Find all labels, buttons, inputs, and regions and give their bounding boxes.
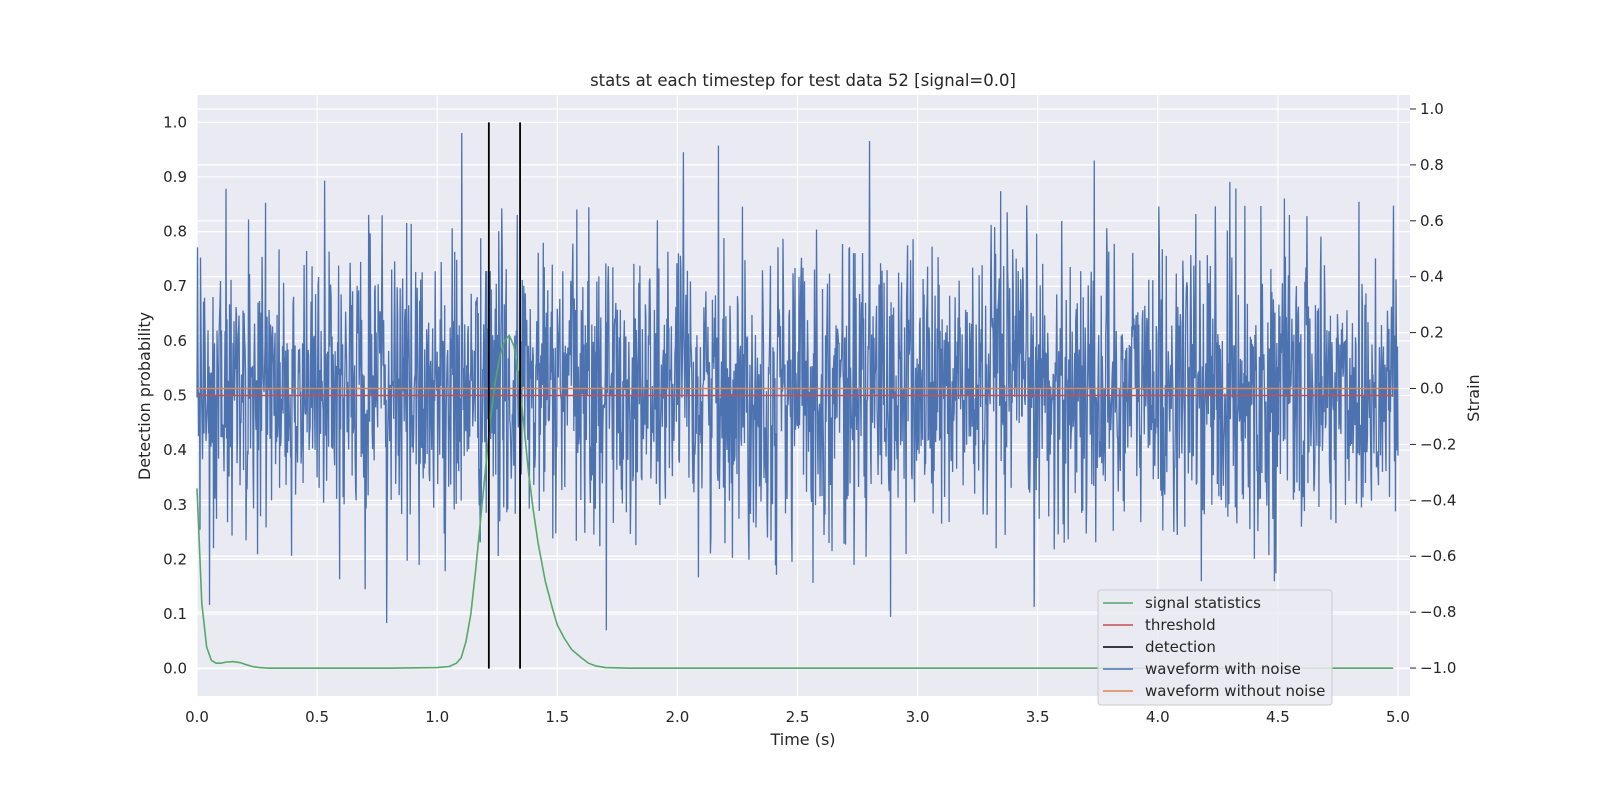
legend-label-threshold: threshold: [1145, 616, 1216, 634]
x-tick-label: 4.5: [1266, 708, 1290, 726]
series-layer: [196, 122, 1399, 669]
y-tick-label-left: 0.7: [163, 277, 187, 295]
x-tick-label: 1.0: [425, 708, 449, 726]
series-waveform-with-noise: [196, 132, 1399, 631]
y-tick-label-right: −0.6: [1420, 547, 1456, 565]
y-tick-label-right: 1.0: [1420, 100, 1444, 118]
legend: signal statistics threshold detection wa…: [1097, 589, 1333, 706]
y-axis-label-right: Strain: [1464, 374, 1483, 421]
x-tick-label: 2.5: [786, 708, 810, 726]
y-tick-label-left: 0.1: [163, 605, 187, 623]
legend-label-detection: detection: [1145, 638, 1216, 656]
y-tick-label-left: 0.0: [163, 660, 187, 678]
y-tick-label-right: 0.4: [1420, 268, 1444, 286]
y-tick-label-right: −0.4: [1420, 491, 1456, 509]
y-tick-label-left: 0.6: [163, 332, 187, 350]
y-tick-label-right: −1.0: [1420, 659, 1456, 677]
y-tick-label-right: 0.6: [1420, 212, 1444, 230]
x-tick-label: 4.0: [1146, 708, 1170, 726]
y-tick-label-left: 0.5: [163, 387, 187, 405]
x-axis-label: Time (s): [769, 730, 835, 749]
ticks-layer: 0.0 0.5 1.0 1.5 2.0 2.5 3.0 3.5 4.0 4.5 5.0 0.0 0.1 0…: [163, 100, 1456, 726]
y-tick-label-left: 0.3: [163, 496, 187, 514]
y-tick-label-left: 1.0: [163, 113, 187, 131]
y-tick-label-right: 0.2: [1420, 324, 1444, 342]
chart-title: stats at each timestep for test data 52 …: [590, 71, 1016, 90]
y-tick-label-left: 0.2: [163, 550, 187, 568]
y-tick-label-left: 0.4: [163, 441, 187, 459]
x-tick-label: 3.0: [906, 708, 930, 726]
legend-label-signal-statistics: signal statistics: [1145, 594, 1261, 612]
y-tick-label-right: 0.0: [1420, 380, 1444, 398]
x-tick-label: 2.0: [665, 708, 689, 726]
legend-box: [1097, 589, 1333, 706]
x-tick-label: 1.5: [545, 708, 569, 726]
y-tick-label-left: 0.9: [163, 168, 187, 186]
y-tick-label-right: −0.2: [1420, 435, 1456, 453]
legend-label-waveform-without-noise: waveform without noise: [1145, 682, 1325, 700]
x-tick-label: 0.0: [185, 708, 209, 726]
y-tick-label-right: −0.8: [1420, 603, 1456, 621]
x-tick-label: 3.5: [1026, 708, 1050, 726]
y-axis-label-left: Detection probability: [135, 312, 154, 480]
x-tick-label: 0.5: [305, 708, 329, 726]
legend-label-waveform-with-noise: waveform with noise: [1145, 660, 1301, 678]
series-signal-statistics: [196, 333, 1394, 669]
y-tick-label-left: 0.8: [163, 223, 187, 241]
y-tick-label-right: 0.8: [1420, 156, 1444, 174]
x-tick-label: 5.0: [1386, 708, 1410, 726]
